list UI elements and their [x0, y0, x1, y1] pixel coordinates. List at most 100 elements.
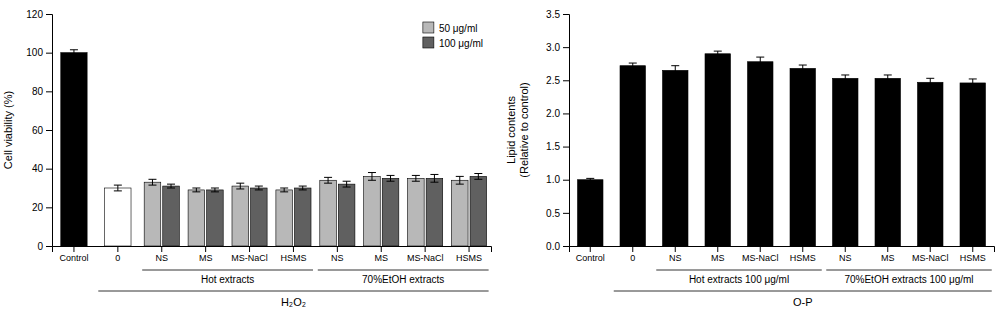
- tick-label: NS: [331, 253, 344, 263]
- tick-label: MS: [711, 253, 725, 263]
- tick-label: 1.0: [546, 174, 560, 185]
- error-bar: [211, 188, 219, 192]
- error-bar: [841, 75, 849, 82]
- tick-label: 60: [32, 125, 44, 136]
- bar: [188, 190, 205, 246]
- group-bracket: [826, 270, 992, 271]
- error-bar: [456, 176, 464, 184]
- tick: 0: [630, 246, 635, 263]
- error-bar: [969, 79, 977, 87]
- tick-mark: [760, 246, 761, 252]
- group-bracket: [318, 270, 489, 271]
- tick-label: MS-NaCl: [407, 253, 444, 263]
- tick: 0.0: [546, 241, 569, 252]
- x-axis: Control0NSMSMS-NaClHSMSNSMSMS-NaClHSMS: [53, 246, 492, 263]
- bar: [748, 62, 774, 246]
- tick-label: 2.0: [546, 108, 560, 119]
- bar: [144, 182, 161, 246]
- bar: [833, 78, 859, 246]
- plot-area: [61, 50, 487, 246]
- tick-label: Control: [576, 253, 605, 263]
- axis-line: [563, 15, 570, 247]
- tick-mark: [293, 246, 294, 252]
- x-axis-label: O-P: [793, 296, 813, 308]
- error-bar: [387, 175, 395, 181]
- tick: 120: [26, 9, 52, 20]
- bar: [320, 180, 337, 246]
- tick: NS: [155, 246, 168, 263]
- tick-label: MS-NaCl: [742, 253, 779, 263]
- error-bar: [280, 188, 288, 192]
- error-bar: [368, 173, 376, 181]
- tick-label: MS: [199, 253, 213, 263]
- bar: [790, 68, 816, 246]
- bar: [875, 78, 901, 246]
- bar: [163, 186, 180, 246]
- error-bar: [324, 177, 332, 183]
- legend-swatch: [423, 22, 434, 33]
- tick: 20: [32, 202, 52, 213]
- tick-mark: [563, 246, 569, 247]
- axis-line: [53, 247, 492, 253]
- tick: 60: [32, 125, 52, 136]
- tick: 0: [37, 241, 52, 252]
- tick-mark: [675, 246, 676, 252]
- y-axis: 0 20 40 60 80 100 120: [26, 9, 52, 252]
- panel: 0.00.51.01.52.02.53.03.5Control0NSMSMS-N…: [505, 9, 995, 308]
- tick: MS-NaCl: [231, 246, 268, 263]
- bar: [364, 176, 381, 246]
- bar: [663, 70, 689, 246]
- tick-mark: [563, 113, 569, 114]
- group-label: 70%EtOH extracts: [362, 274, 444, 285]
- y-axis: 0.00.51.01.52.02.53.03.5: [546, 9, 569, 252]
- axis-line: [46, 15, 53, 247]
- tick-label: 100: [26, 47, 43, 58]
- error-bar: [926, 78, 934, 86]
- figure: 0 20 40 60 80 100 120 Control 0 NS MS MS-NaCl HSMS NS…: [0, 0, 1006, 316]
- tick-mark: [46, 91, 52, 92]
- tick-label: 0: [37, 241, 43, 252]
- legend-background: [417, 16, 489, 54]
- tick: 40: [32, 163, 52, 174]
- tick: 0.5: [546, 208, 569, 219]
- legend-item: 50 μg/ml: [423, 22, 478, 34]
- error-bar: [474, 174, 482, 180]
- tick-label: HSMS: [456, 253, 482, 263]
- tick-mark: [563, 80, 569, 81]
- tick-mark: [563, 47, 569, 48]
- tick-mark: [563, 213, 569, 214]
- legend-label: 100 μg/ml: [439, 38, 483, 49]
- legend-label: 50 μg/ml: [439, 23, 478, 34]
- tick-mark: [425, 246, 426, 252]
- tick-mark: [117, 246, 118, 252]
- bar: [338, 184, 355, 246]
- tick-mark: [563, 147, 569, 148]
- tick: Control: [576, 246, 605, 263]
- tick: MS: [881, 246, 895, 263]
- x-axis-label: H₂O₂: [281, 296, 306, 308]
- error-bar: [192, 188, 200, 192]
- tick-mark: [632, 246, 633, 252]
- tick-mark: [802, 246, 803, 252]
- tick-label: MS-NaCl: [231, 253, 268, 263]
- tick: MS-NaCl: [407, 246, 444, 263]
- tick: MS-NaCl: [912, 246, 949, 263]
- tick-label: 80: [32, 86, 44, 97]
- group-label: Hot extracts: [201, 274, 254, 285]
- y-axis-label: Lipid contents(Relative to control): [505, 82, 530, 177]
- error-bar: [255, 186, 263, 190]
- plot-area: [578, 51, 986, 246]
- tick-label: 120: [26, 9, 43, 20]
- error-bar: [412, 175, 420, 181]
- tick: 2.0: [546, 108, 569, 119]
- tick-label: 0.5: [546, 208, 560, 219]
- overall-bracket: [614, 291, 992, 292]
- bar: [382, 178, 399, 246]
- tick-mark: [337, 246, 338, 252]
- tick-label: 1.5: [546, 141, 560, 152]
- tick-mark: [73, 246, 74, 252]
- legend-swatch: [423, 37, 434, 48]
- tick-label: NS: [155, 253, 168, 263]
- tick: MS: [375, 246, 389, 263]
- error-bar: [586, 178, 594, 181]
